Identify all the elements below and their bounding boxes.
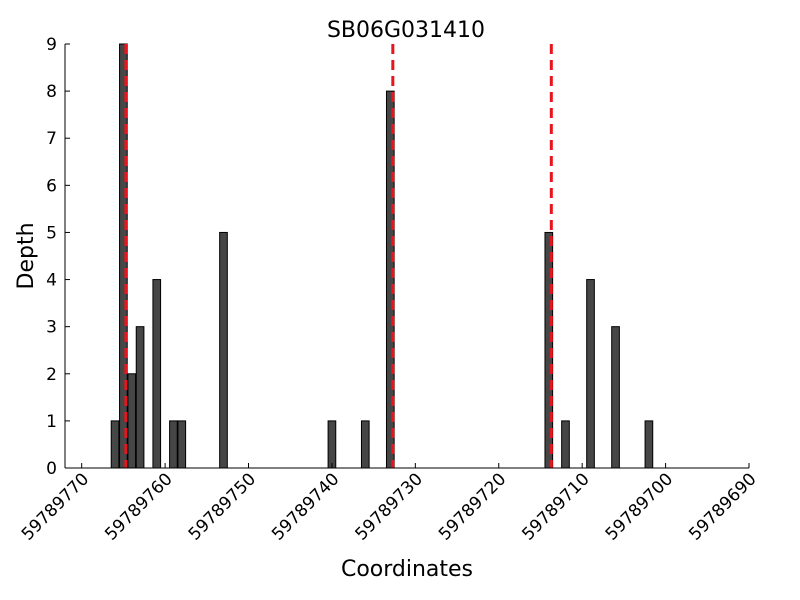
x-ticks: 59789770 59789760 59789750 59789740 59789730… (18, 463, 761, 545)
bar-7 (219, 231, 228, 469)
y-axis-label: Depth (14, 222, 39, 289)
bars-layer (110, 43, 654, 469)
y-tick-label: 7 (46, 129, 57, 149)
x-tick-label: 59789710 (518, 469, 593, 544)
y-tick-label: 8 (46, 82, 57, 102)
x-tick-label: 59789720 (435, 469, 510, 544)
bar-8 (327, 420, 337, 469)
y-tick-label: 0 (46, 459, 57, 479)
bar-5 (169, 420, 178, 469)
bar-14 (611, 326, 620, 469)
x-tick-label: 59789770 (18, 469, 93, 544)
chart-title: SB06G031410 (327, 18, 485, 43)
x-tick-label: 59789730 (352, 469, 427, 544)
y-tick-label: 9 (46, 35, 57, 55)
bar-15 (644, 420, 654, 469)
bar-3 (135, 326, 145, 469)
y-tick-label: 2 (46, 365, 57, 385)
markers-layer (124, 44, 553, 468)
bar-9 (360, 420, 370, 469)
y-tick-label: 4 (46, 271, 57, 291)
y-tick-label: 1 (46, 412, 57, 432)
bar-13 (586, 279, 595, 469)
x-axis-label: Coordinates (341, 557, 473, 582)
y-tick-label: 3 (46, 318, 57, 338)
bar-2 (127, 373, 137, 469)
x-tick-label: 59789740 (268, 469, 343, 544)
bar-6 (177, 420, 187, 469)
y-ticks: 0 1 2 3 4 5 6 7 8 9 (46, 35, 70, 479)
x-tick-label: 59789760 (101, 469, 176, 544)
x-tick-label: 59789690 (685, 469, 760, 544)
axes-layer (64, 44, 749, 469)
x-tick-label: 59789750 (185, 469, 260, 544)
bar-0 (110, 420, 120, 469)
bar-4 (152, 279, 162, 469)
x-tick-label: 59789700 (602, 469, 677, 544)
y-tick-label: 5 (46, 223, 57, 243)
y-tick-label: 6 (46, 176, 57, 196)
bar-12 (561, 420, 570, 469)
